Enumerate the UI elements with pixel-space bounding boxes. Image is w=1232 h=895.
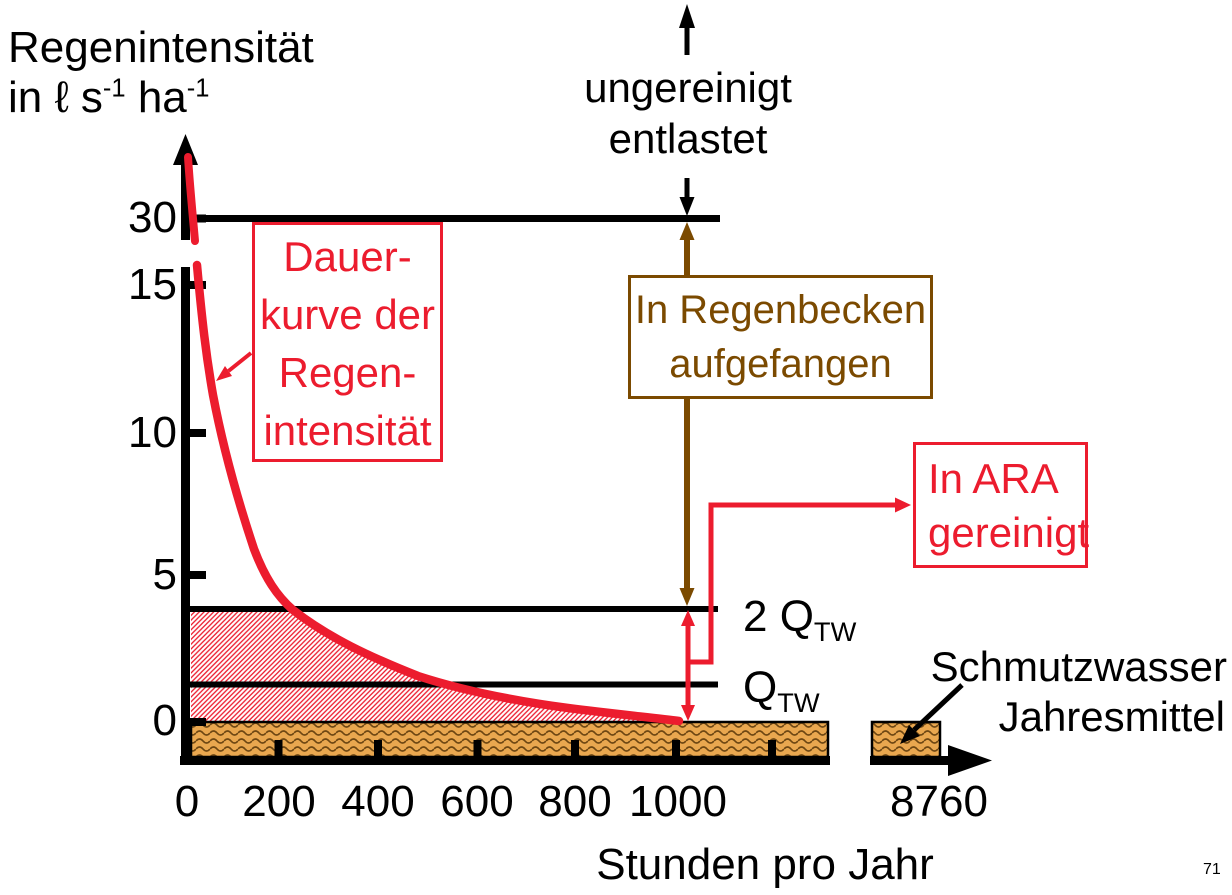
q1-label-sub: TW (777, 686, 820, 718)
curve-label-line2: kurve der (259, 291, 436, 338)
y-axis-unit-sup1: -1 (102, 74, 126, 103)
basin-box-line2: aufgefangen (669, 342, 892, 386)
x-tick-label-400: 400 (341, 777, 415, 826)
sewage-label-line2: Jahresmittel (998, 693, 1225, 740)
q2-label-main: 2 Q (743, 592, 814, 641)
x-tick-label-8760: 8760 (890, 777, 988, 826)
q2-label: 2 QTW (743, 592, 856, 645)
x-axis-arrow-icon (948, 745, 992, 776)
y-axis-unit-sup2: -1 (186, 74, 210, 103)
curve-label-line3: Regen- (278, 349, 417, 396)
sewage-label-line1: Schmutzwasser (930, 643, 1227, 690)
x-axis-label: Stunden pro Jahr (596, 840, 934, 889)
sewage-pointer-arrow (900, 683, 964, 744)
x-axis-ticks (274, 740, 776, 757)
basin-box: In Regenbecken aufgefangen (628, 275, 933, 399)
y-tick-label-15: 15 (128, 260, 177, 309)
hatched-area-ara (191, 609, 681, 722)
y-tick-label-5: 5 (152, 550, 177, 599)
untreated-arrow-up (679, 4, 695, 55)
curve-label-line4: intensität (263, 407, 432, 454)
curve-pointer-arrow (216, 351, 253, 381)
curve-upper-segment (184, 153, 199, 245)
x-tick-label-0: 0 (174, 777, 200, 826)
untreated-label-line2: entlastet (608, 115, 768, 162)
curve-main-segment (192, 260, 684, 726)
sewage-band (189, 720, 830, 759)
x-axis-line (180, 745, 992, 776)
curve-label-line1: Dauer- (283, 233, 412, 280)
x-tick-label-600: 600 (440, 777, 514, 826)
ara-box-line1: In ARA (928, 455, 1059, 502)
page-number: 71 (1203, 861, 1221, 878)
ara-box-line2: gereinigt (928, 509, 1090, 556)
x-tick-label-1000: 1000 (629, 777, 727, 826)
y-axis-unit: in ℓ s-1 ha-1 (8, 76, 209, 120)
y-axis-unit-prefix: in ℓ s (8, 73, 103, 122)
treated-range-arrow (681, 610, 695, 721)
q2-label-sub: TW (813, 615, 857, 647)
rain-duration-curve (184, 153, 684, 726)
x-tick-label-800: 800 (538, 777, 612, 826)
ara-box: In ARA gereinigt (913, 442, 1090, 568)
q1-label: QTW (743, 663, 820, 716)
curve-label-box: Dauer- kurve der Regen- intensität (252, 222, 443, 462)
y-tick-label-0: 0 (152, 696, 177, 745)
y-axis-unit-mid: ha (125, 73, 187, 122)
untreated-arrow-down (679, 178, 695, 216)
basin-box-line1: In Regenbecken (634, 288, 927, 332)
y-tick-label-30: 30 (128, 193, 177, 242)
x-tick-label-200: 200 (242, 777, 316, 826)
y-axis-title: Regenintensität (8, 23, 314, 72)
q1-label-main: Q (743, 663, 778, 712)
y-tick-label-10: 10 (128, 408, 177, 457)
ara-pointer-arrow (688, 497, 911, 665)
untreated-label-line1: ungereinigt (584, 64, 792, 111)
